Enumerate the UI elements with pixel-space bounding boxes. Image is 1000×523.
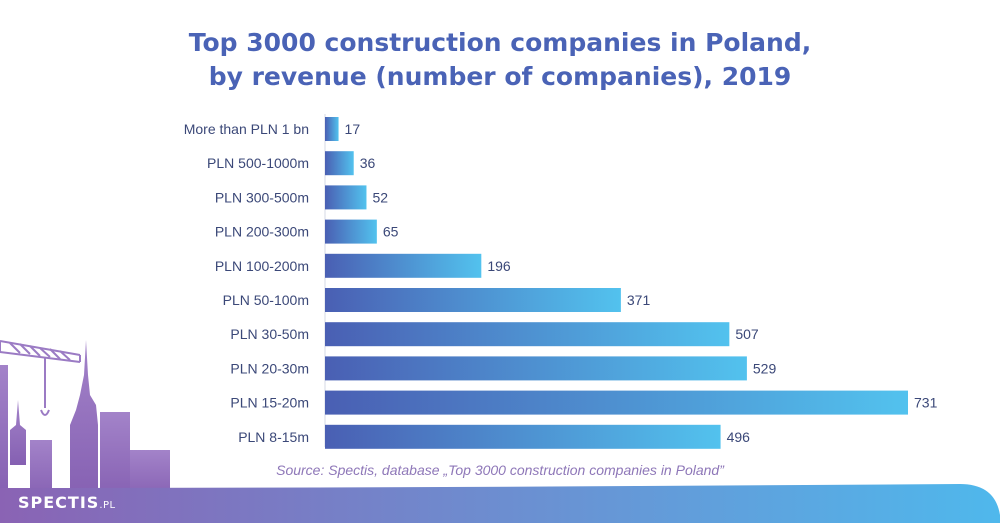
category-label-pln-200-300m: PLN 200-300m [215, 224, 309, 240]
bars-group: More than PLN 1 bn 17 PLN 500-1000m 36 PLN 3… [184, 117, 938, 449]
category-label-pln-30-50m: PLN 30-50m [230, 326, 309, 342]
value-label-pln-50-100m: 371 [627, 292, 651, 308]
category-label-more-than-pln-1-bn: More than PLN 1 bn [184, 121, 309, 137]
bar-pln-200-300m [325, 219, 377, 244]
bar-pln-50-100m [325, 288, 621, 312]
logo-suffix: .PL [99, 500, 116, 511]
bar-pln-30-50m [325, 322, 730, 347]
bar-pln-20-30m [325, 356, 747, 381]
value-label-pln-8-15m: 496 [727, 429, 751, 445]
bar-pln-100-200m [325, 253, 482, 278]
value-label-pln-500-1000m: 36 [360, 155, 376, 171]
category-label-pln-15-20m: PLN 15-20m [230, 395, 309, 411]
value-label-more-than-pln-1-bn: 17 [345, 121, 361, 137]
chart-title-line-1: Top 3000 construction companies in Polan… [188, 28, 812, 57]
chart-title-line-2: by revenue (number of companies), 2019 [208, 62, 792, 91]
value-label-pln-30-50m: 507 [735, 326, 759, 342]
source-note: Source: Spectis, database „Top 3000 cons… [276, 462, 724, 478]
bar-pln-8-15m [325, 424, 721, 449]
bar-pln-15-20m [325, 390, 908, 415]
value-label-pln-20-30m: 529 [753, 360, 777, 376]
bar-pln-500-1000m [325, 151, 354, 176]
spectis-logo: SPECTIS.PL [18, 493, 116, 512]
bar-pln-300-500m [325, 185, 367, 210]
category-label-pln-50-100m: PLN 50-100m [223, 292, 309, 308]
value-label-pln-200-300m: 65 [383, 224, 399, 240]
bar-more-than-pln-1-bn [325, 117, 339, 141]
value-label-pln-300-500m: 52 [372, 189, 388, 205]
category-label-pln-8-15m: PLN 8-15m [238, 429, 309, 445]
value-label-pln-100-200m: 196 [487, 258, 511, 274]
chart-title: Top 3000 construction companies in Polan… [0, 26, 1000, 94]
category-label-pln-300-500m: PLN 300-500m [215, 189, 309, 205]
category-label-pln-100-200m: PLN 100-200m [215, 258, 309, 274]
category-label-pln-20-30m: PLN 20-30m [230, 360, 309, 376]
value-label-pln-15-20m: 731 [914, 395, 938, 411]
logo-name: SPECTIS [18, 493, 100, 512]
category-label-pln-500-1000m: PLN 500-1000m [207, 155, 309, 171]
